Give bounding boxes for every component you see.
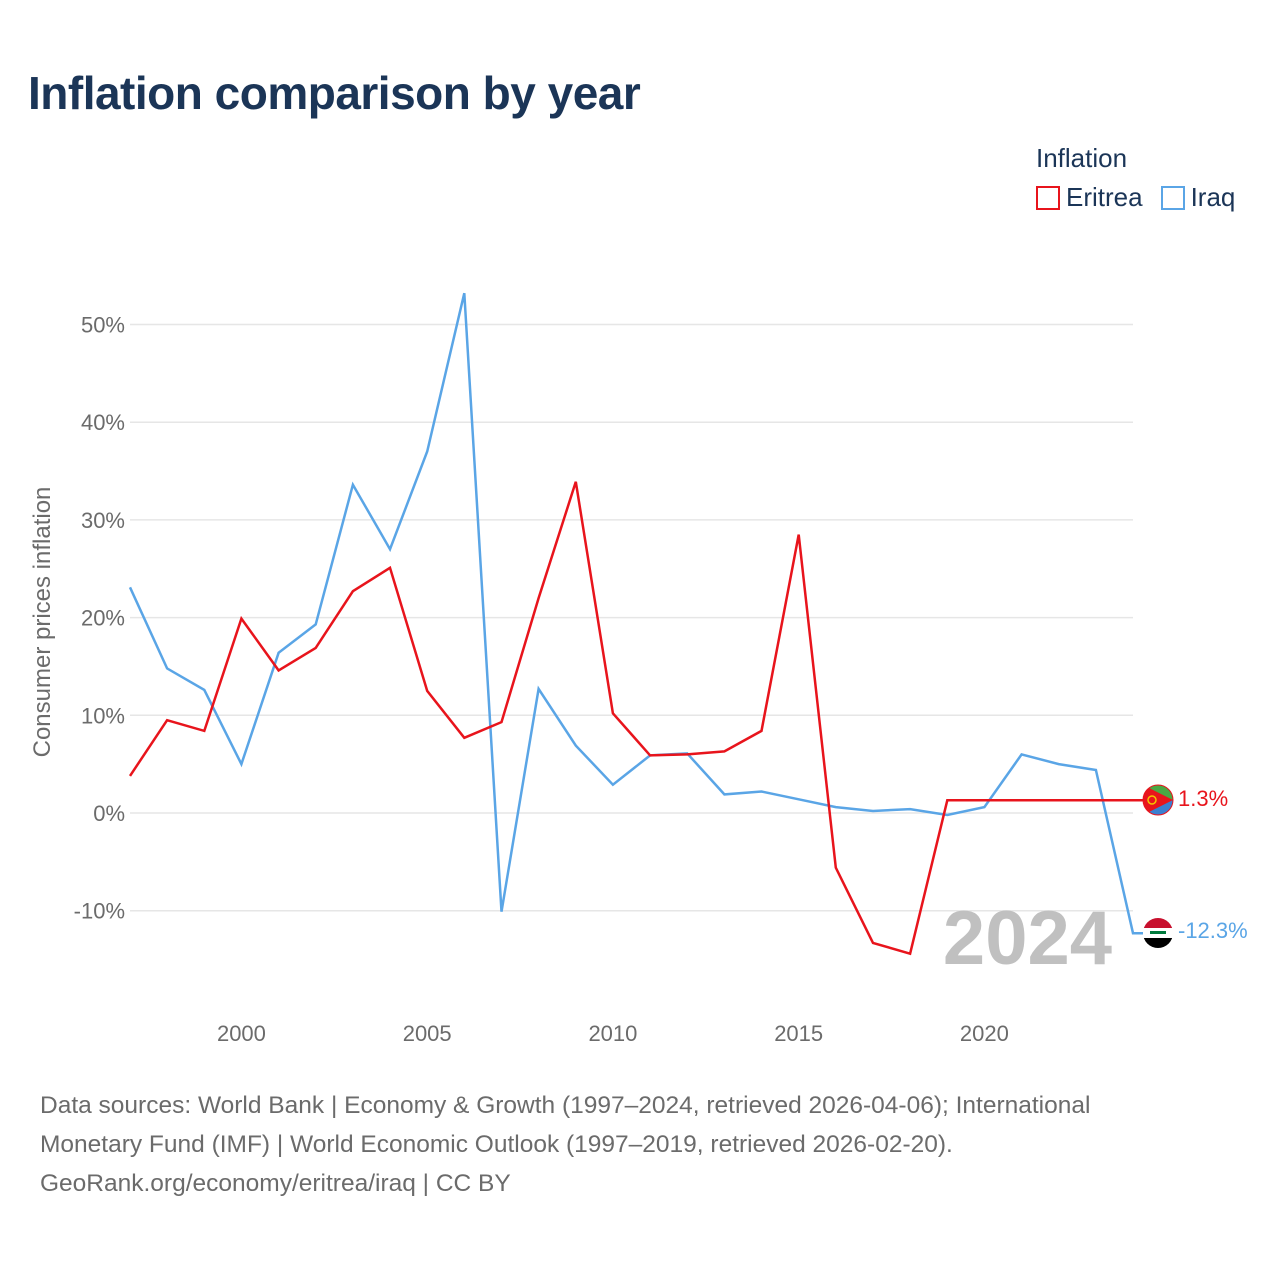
- legend: Inflation Eritrea Iraq: [1036, 143, 1235, 213]
- legend-item-iraq[interactable]: Iraq: [1160, 182, 1236, 213]
- legend-title: Inflation: [1036, 143, 1128, 173]
- y-tick-label: -10%: [74, 899, 125, 924]
- y-tick-label: 20%: [81, 606, 125, 631]
- legend-swatch-eritrea: [1036, 185, 1060, 210]
- y-tick-label: 30%: [81, 508, 125, 533]
- eritrea-flag-ring: [1142, 784, 1174, 816]
- series-lines: [128, 292, 1143, 956]
- x-tick-label: 2005: [403, 1021, 452, 1046]
- footer-line-2: Monetary Fund (IMF) | World Economic Out…: [40, 1131, 953, 1158]
- series-line-eritrea[interactable]: [128, 481, 1143, 956]
- y-tick-label: 40%: [81, 410, 125, 435]
- y-tick-label: 0%: [93, 801, 125, 826]
- line-chart: 50%40%30%20%10%0%-10% 2000 2005 2010 2015 20…: [29, 292, 1248, 1046]
- series-line-iraq[interactable]: [128, 292, 1143, 935]
- footer-sources: Data sources: World Bank | Economy & Gro…: [40, 1086, 1240, 1203]
- y-tick-label: 10%: [81, 703, 125, 728]
- footer-line-3: GeoRank.org/economy/eritrea/iraq | CC BY: [40, 1170, 511, 1197]
- year-watermark: 2024: [943, 896, 1112, 981]
- y-axis-ticks: 50% 40% 30% 20% 10% 0% -10%: [74, 313, 125, 924]
- end-label-iraq: -12.3%: [1178, 918, 1248, 943]
- grid-lines: [130, 323, 1133, 912]
- y-tick-label: 50%: [81, 313, 125, 338]
- legend-label-eritrea: Eritrea: [1066, 182, 1143, 212]
- legend-label-iraq: Iraq: [1190, 182, 1236, 212]
- x-tick-label: 2010: [588, 1021, 637, 1046]
- footer-line-1: Data sources: World Bank | Economy & Gro…: [40, 1092, 1091, 1119]
- legend-swatch-iraq: [1160, 185, 1185, 210]
- y-axis-label: Consumer prices inflation: [29, 487, 56, 758]
- x-tick-label: 2020: [960, 1021, 1009, 1046]
- legend-item-eritrea[interactable]: Eritrea: [1036, 182, 1143, 213]
- x-axis-ticks: 2000 2005 2010 2015 2020: [217, 1021, 1009, 1046]
- eritrea-flag: [1143, 785, 1173, 815]
- chart-title: Inflation comparison by year: [28, 67, 641, 119]
- iraq-flag: [1143, 918, 1173, 948]
- x-tick-label: 2015: [774, 1021, 823, 1046]
- end-label-eritrea: 1.3%: [1178, 786, 1228, 811]
- x-tick-label: 2000: [217, 1021, 266, 1046]
